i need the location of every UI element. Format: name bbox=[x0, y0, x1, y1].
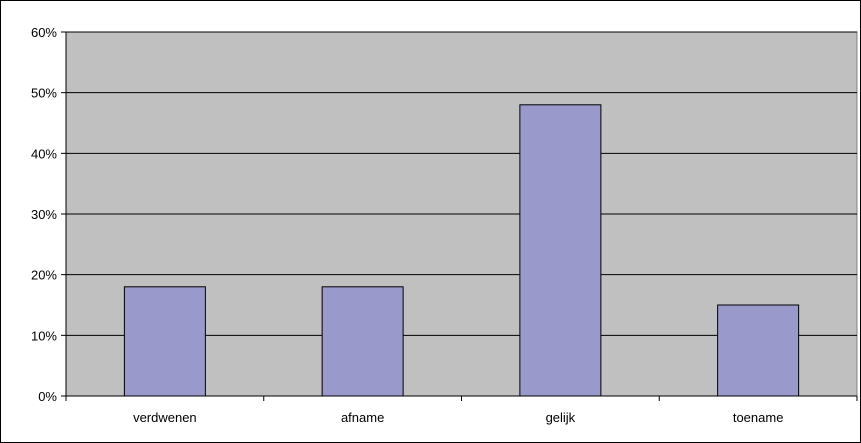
y-tick-label: 0% bbox=[38, 389, 57, 404]
y-tick-label: 40% bbox=[31, 146, 57, 161]
x-tick-label: afname bbox=[341, 410, 384, 425]
y-tick-label: 10% bbox=[31, 328, 57, 343]
x-tick-label: gelijk bbox=[546, 410, 576, 425]
bar bbox=[123, 286, 206, 397]
bar bbox=[321, 286, 404, 397]
y-tick-label: 30% bbox=[31, 207, 57, 222]
y-tick-label: 60% bbox=[31, 25, 57, 40]
y-tick-label: 50% bbox=[31, 86, 57, 101]
bar bbox=[717, 304, 800, 397]
y-axis: 0% 10% 20% 30% 40% 50% 60% bbox=[31, 25, 67, 404]
bar bbox=[519, 104, 602, 397]
y-tick-label: 20% bbox=[31, 268, 57, 283]
x-tick-label: toename bbox=[733, 410, 784, 425]
x-axis: verdwenen afname gelijk toename bbox=[65, 395, 858, 425]
x-tick-label: verdwenen bbox=[133, 410, 197, 425]
bars bbox=[123, 104, 800, 397]
